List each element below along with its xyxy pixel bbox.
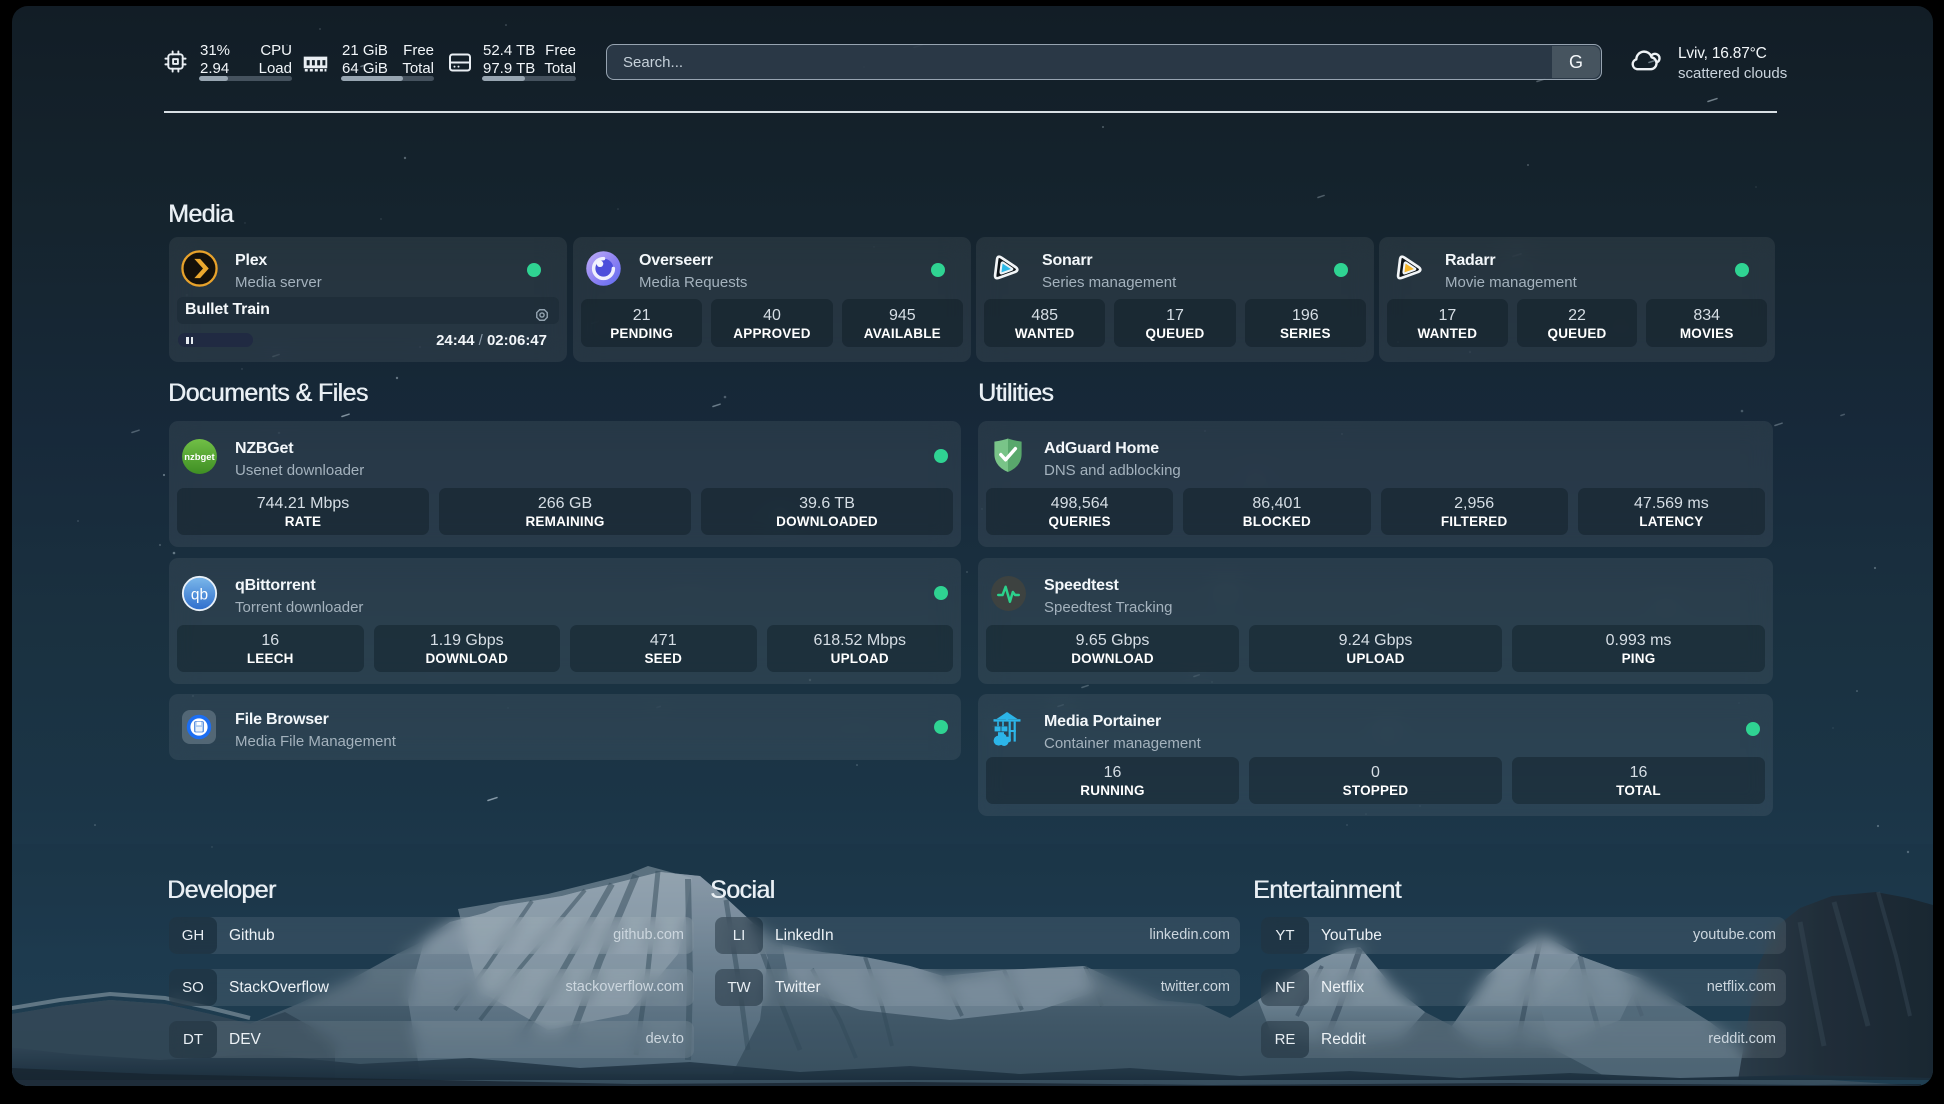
svg-text:qb: qb	[191, 587, 208, 604]
svg-text:nzbget: nzbget	[184, 452, 215, 463]
